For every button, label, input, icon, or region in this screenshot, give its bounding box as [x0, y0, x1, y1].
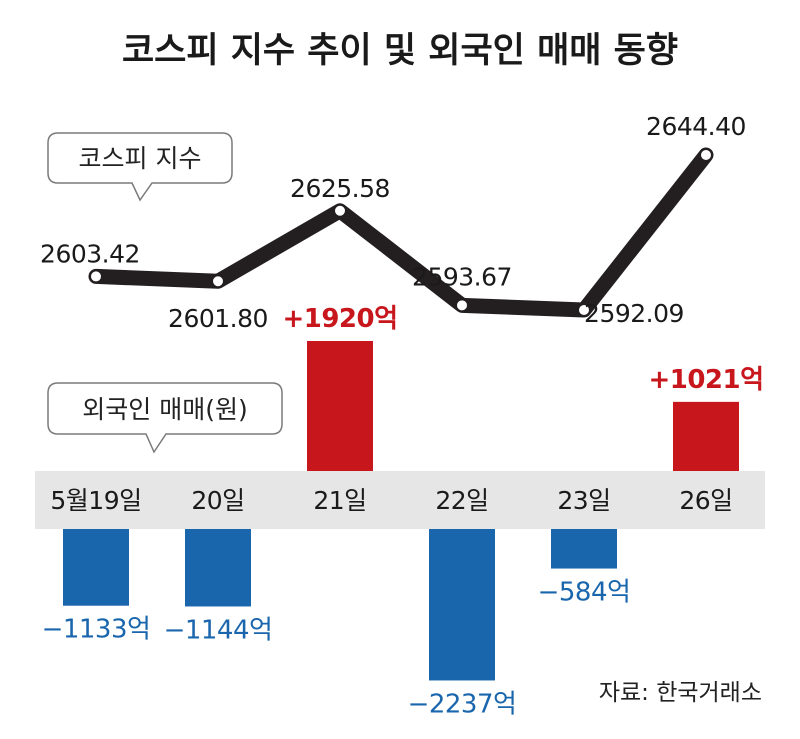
foreign-legend-bubble [47, 382, 283, 454]
index-point [577, 303, 591, 317]
bar-negative [429, 529, 495, 681]
index-point [89, 269, 103, 284]
bar-positive [673, 401, 739, 471]
category-label: 22일 [435, 486, 488, 515]
index-line [88, 147, 714, 318]
bar-value-label: −2237억 [408, 689, 517, 719]
chart-title: 코스피 지수 추이 및 외국인 매매 동향 [122, 31, 678, 71]
index-legend-label: 코스피 지수 [79, 144, 202, 173]
index-point [455, 298, 469, 313]
bar-value-label: −584억 [538, 578, 631, 608]
index-point [699, 148, 713, 162]
source-note: 자료: 한국거래소 [599, 680, 762, 706]
index-value-label: 2644.40 [646, 112, 746, 141]
index-value-label: 2601.80 [168, 304, 268, 333]
bar-negative [185, 529, 251, 607]
bar-positive [307, 341, 373, 471]
category-label: 23일 [557, 486, 610, 515]
bar-negative [63, 529, 129, 606]
index-line-series: 2603.42 2601.80 2625.58 2593.67 2592.09 2644.… [40, 112, 746, 333]
foreign-bars: −1133억 −1144억 +1920억 −2237억 −584억 +1021억 [42, 304, 764, 719]
category-label: 20일 [191, 486, 244, 515]
category-band [35, 471, 765, 529]
index-legend-callout: 코스피 지수 [47, 132, 233, 202]
index-point [211, 274, 225, 289]
index-value-label: 2625.58 [290, 174, 390, 203]
index-point [333, 203, 347, 218]
bar-negative [551, 529, 617, 569]
index-value-label: 2592.09 [584, 299, 684, 328]
foreign-legend-callout: 외국인 매매(원) [47, 382, 283, 454]
bar-value-label: +1920억 [282, 304, 397, 334]
index-legend-bubble [47, 132, 233, 202]
bar-value-label: +1021억 [648, 365, 763, 395]
category-label: 21일 [313, 486, 366, 515]
index-value-label: 2603.42 [40, 239, 140, 268]
bar-value-label: −1133억 [42, 615, 151, 645]
category-label: 5월19일 [50, 486, 141, 515]
index-value-label: 2593.67 [412, 262, 512, 291]
foreign-legend-label: 외국인 매매(원) [82, 395, 247, 424]
category-labels: 5월19일 20일 21일 22일 23일 26일 [50, 486, 733, 515]
category-label: 26일 [679, 486, 732, 515]
bar-value-label: −1144억 [164, 615, 273, 645]
